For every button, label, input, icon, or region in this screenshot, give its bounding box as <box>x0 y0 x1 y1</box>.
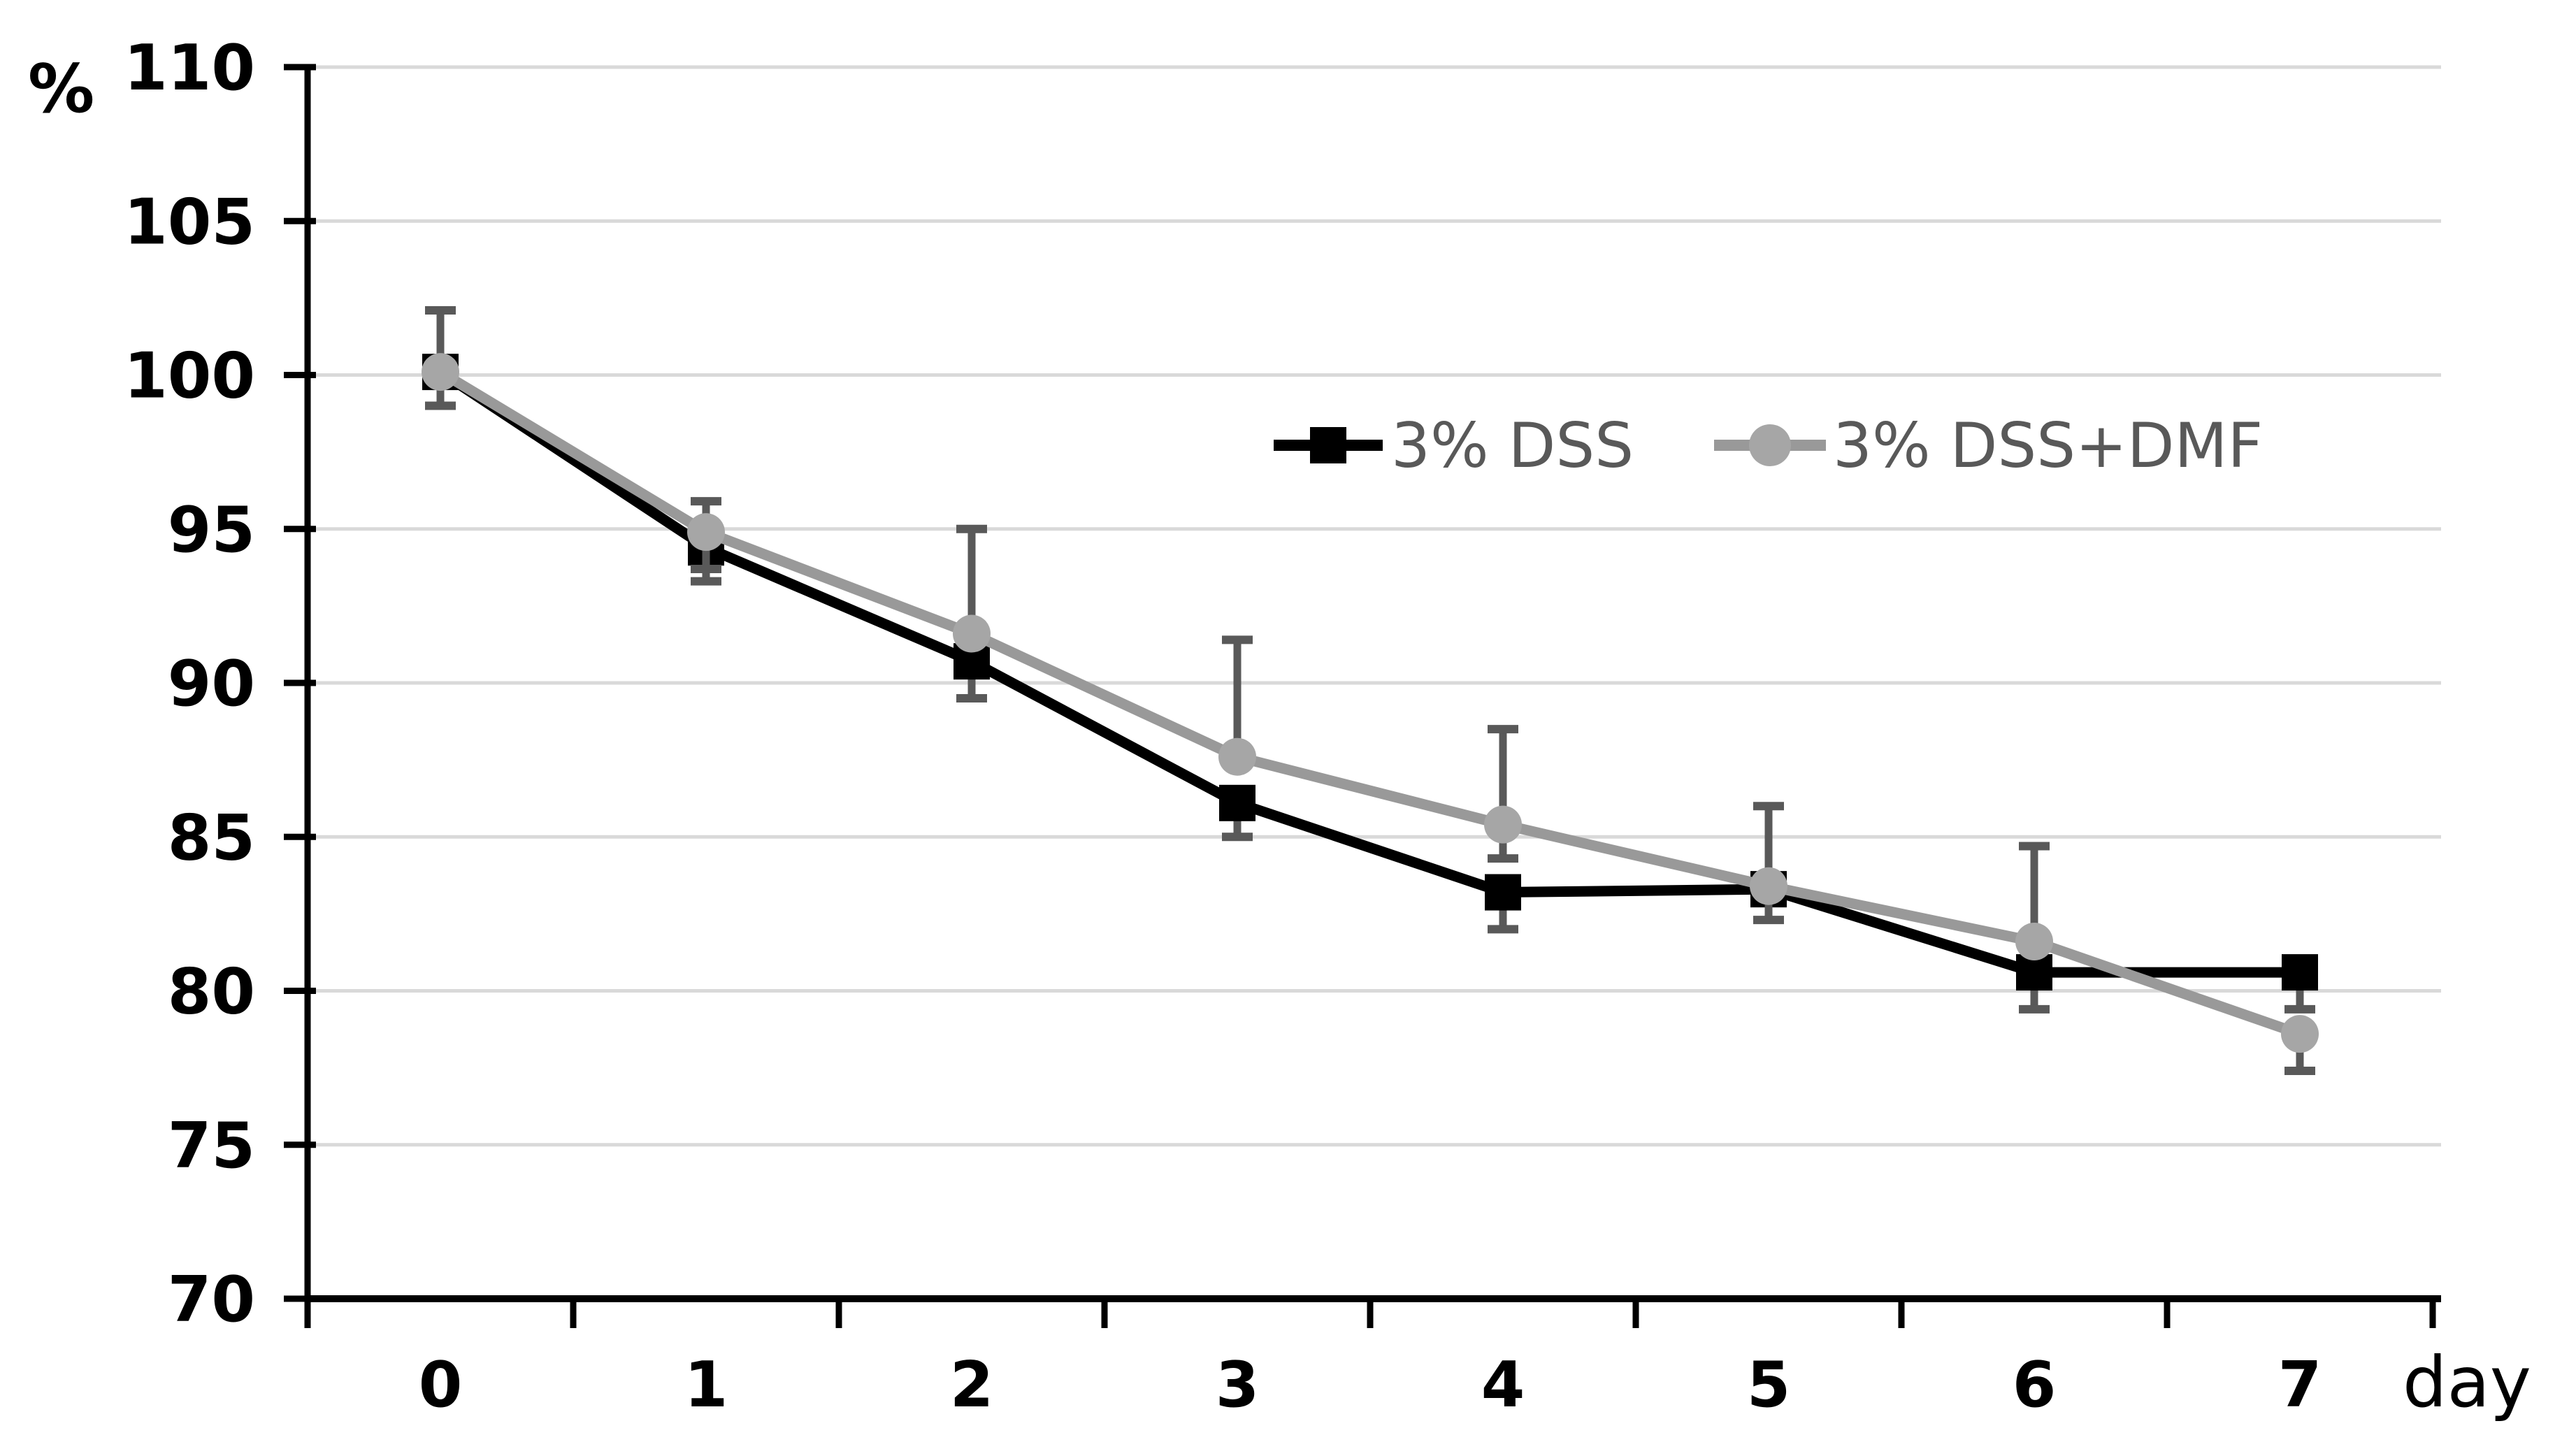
data-point-circle <box>1218 737 1256 776</box>
y-tick-label: 110 <box>124 31 255 105</box>
data-point-circle <box>1750 867 1787 905</box>
data-point-circle <box>953 614 991 653</box>
series-line-1 <box>438 367 2302 1039</box>
legend-marker-dmf-circle <box>1749 424 1791 466</box>
x-tick-label: 4 <box>1481 1348 1525 1422</box>
y-axis-unit-label: % <box>28 51 94 128</box>
data-point-circle <box>687 513 725 552</box>
data-point-square <box>1219 784 1255 821</box>
y-tick-label: 90 <box>168 647 255 721</box>
x-tick-label: 5 <box>1747 1348 1791 1422</box>
legend-label-dmf: 3% DSS+DMF <box>1833 410 2263 482</box>
y-tick-label: 100 <box>124 340 255 413</box>
legend: 3% DSS 3% DSS+DMF <box>1274 410 2263 482</box>
data-point-circle <box>2281 1015 2319 1053</box>
y-tick-label: 105 <box>124 185 255 259</box>
plot-area: 70 75 80 85 90 95 100 105 110 0 1 2 3 4 5 6 7 <box>124 31 2441 1422</box>
y-tick-label: 80 <box>168 956 255 1029</box>
series-line-0 <box>437 367 2300 978</box>
data-point-square <box>2282 954 2318 991</box>
legend-label-dss: 3% DSS <box>1391 410 1634 482</box>
x-tick-label: 6 <box>2013 1348 2057 1422</box>
x-axis-unit-label: day <box>2403 1341 2531 1423</box>
x-tick-label: 2 <box>950 1348 994 1422</box>
y-tick-label: 75 <box>168 1109 255 1183</box>
data-point-circle <box>422 353 459 391</box>
x-tick-label: 7 <box>2278 1348 2322 1422</box>
legend-marker-dss-square <box>1310 427 1346 463</box>
y-tick-label: 85 <box>168 801 255 874</box>
data-point-circle <box>2015 923 2053 961</box>
y-tick-label: 95 <box>168 493 255 567</box>
data-point-circle <box>1484 805 1522 844</box>
x-tick-label: 1 <box>684 1348 728 1422</box>
data-point-square <box>1485 874 1521 911</box>
x-tick-label: 0 <box>419 1348 463 1422</box>
x-tick-label: 3 <box>1216 1348 1260 1422</box>
y-tick-label: 70 <box>168 1263 255 1336</box>
